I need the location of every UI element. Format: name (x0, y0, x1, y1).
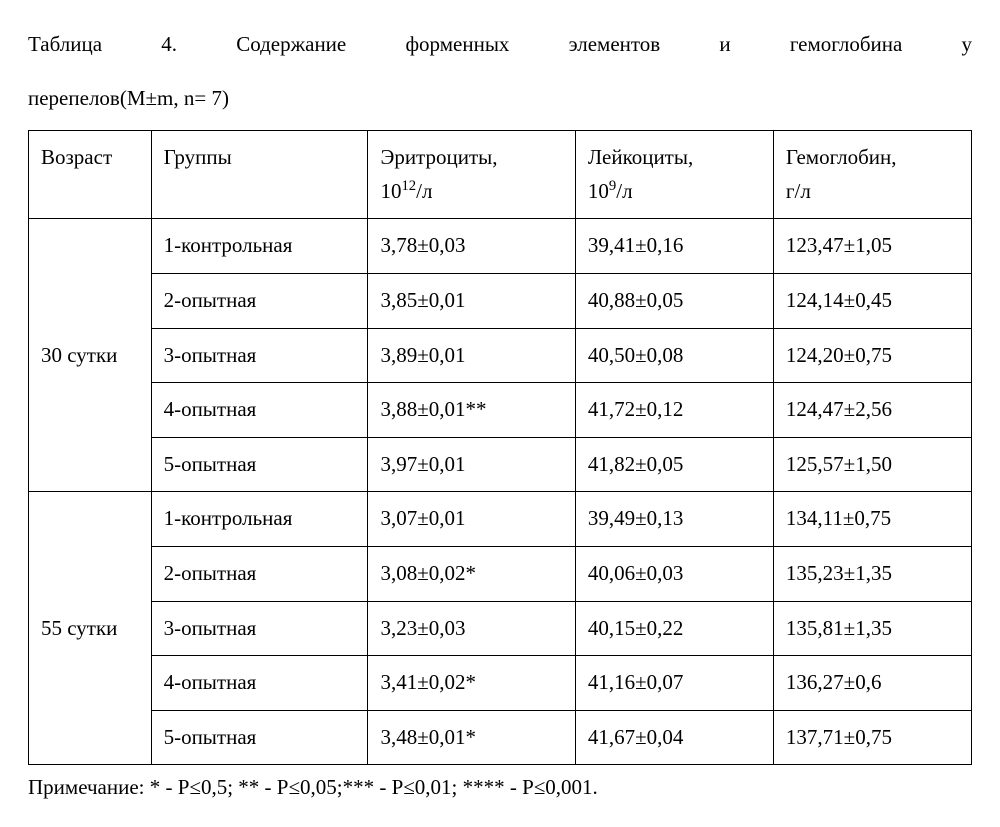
hem-cell: 124,14±0,45 (773, 273, 971, 328)
table-header-row: Возраст Группы Эритроциты, 1012/л Лейкоц… (29, 131, 972, 219)
col-hem-label: Гемоглобин, (786, 145, 897, 169)
group-cell: 5-опытная (151, 437, 368, 492)
ery-cell: 3,78±0,03 (368, 219, 575, 274)
table-footnote: Примечание: * - Р≤0,5; ** - Р≤0,05;*** -… (28, 771, 972, 805)
col-leu-unit-pre: 10 (588, 179, 609, 203)
table-row: 2-опытная 3,85±0,01 40,88±0,05 124,14±0,… (29, 273, 972, 328)
leu-cell: 41,67±0,04 (575, 710, 773, 765)
table-caption-line1: Таблица 4. Содержание форменных элементо… (28, 22, 972, 66)
ery-cell: 3,97±0,01 (368, 437, 575, 492)
ery-cell: 3,85±0,01 (368, 273, 575, 328)
ery-cell: 3,23±0,03 (368, 601, 575, 656)
leu-cell: 40,15±0,22 (575, 601, 773, 656)
hem-cell: 135,81±1,35 (773, 601, 971, 656)
group-cell: 3-опытная (151, 328, 368, 383)
table-row: 3-опытная 3,23±0,03 40,15±0,22 135,81±1,… (29, 601, 972, 656)
hem-cell: 123,47±1,05 (773, 219, 971, 274)
section-55: 55 сутки 1-контрольная 3,07±0,01 39,49±0… (29, 492, 972, 765)
group-cell: 4-опытная (151, 383, 368, 438)
table-row: 3-опытная 3,89±0,01 40,50±0,08 124,20±0,… (29, 328, 972, 383)
leu-cell: 39,49±0,13 (575, 492, 773, 547)
group-cell: 1-контрольная (151, 492, 368, 547)
hem-cell: 124,47±2,56 (773, 383, 971, 438)
data-table: Возраст Группы Эритроциты, 1012/л Лейкоц… (28, 130, 972, 765)
ery-cell: 3,08±0,02* (368, 546, 575, 601)
table-row: 4-опытная 3,41±0,02* 41,16±0,07 136,27±0… (29, 656, 972, 711)
col-leukocytes: Лейкоциты, 109/л (575, 131, 773, 219)
ery-cell: 3,48±0,01* (368, 710, 575, 765)
col-hem-unit: г/л (786, 179, 811, 203)
group-cell: 3-опытная (151, 601, 368, 656)
group-cell: 4-опытная (151, 656, 368, 711)
col-ery-label: Эритроциты, (380, 145, 497, 169)
table-row: 5-опытная 3,48±0,01* 41,67±0,04 137,71±0… (29, 710, 972, 765)
group-cell: 5-опытная (151, 710, 368, 765)
table-row: 4-опытная 3,88±0,01** 41,72±0,12 124,47±… (29, 383, 972, 438)
col-leu-label: Лейкоциты, (588, 145, 693, 169)
col-ery-unit-pre: 10 (380, 179, 401, 203)
table-row: 30 сутки 1-контрольная 3,78±0,03 39,41±0… (29, 219, 972, 274)
col-hemoglobin: Гемоглобин, г/л (773, 131, 971, 219)
col-ery-unit-sup: 12 (401, 178, 416, 194)
hem-cell: 137,71±0,75 (773, 710, 971, 765)
age-cell: 30 сутки (29, 219, 152, 492)
group-cell: 2-опытная (151, 546, 368, 601)
col-age: Возраст (29, 131, 152, 219)
ery-cell: 3,89±0,01 (368, 328, 575, 383)
leu-cell: 40,06±0,03 (575, 546, 773, 601)
leu-cell: 41,72±0,12 (575, 383, 773, 438)
table-caption-line2: перепелов(M±m, n= 7) (28, 76, 972, 120)
group-cell: 2-опытная (151, 273, 368, 328)
col-ery-unit-post: /л (416, 179, 432, 203)
col-erythrocytes: Эритроциты, 1012/л (368, 131, 575, 219)
ery-cell: 3,88±0,01** (368, 383, 575, 438)
leu-cell: 41,82±0,05 (575, 437, 773, 492)
leu-cell: 39,41±0,16 (575, 219, 773, 274)
col-leu-unit-post: /л (616, 179, 632, 203)
col-group: Группы (151, 131, 368, 219)
hem-cell: 124,20±0,75 (773, 328, 971, 383)
leu-cell: 40,88±0,05 (575, 273, 773, 328)
hem-cell: 136,27±0,6 (773, 656, 971, 711)
hem-cell: 125,57±1,50 (773, 437, 971, 492)
table-row: 55 сутки 1-контрольная 3,07±0,01 39,49±0… (29, 492, 972, 547)
section-30: 30 сутки 1-контрольная 3,78±0,03 39,41±0… (29, 219, 972, 492)
ery-cell: 3,41±0,02* (368, 656, 575, 711)
table-row: 2-опытная 3,08±0,02* 40,06±0,03 135,23±1… (29, 546, 972, 601)
leu-cell: 41,16±0,07 (575, 656, 773, 711)
hem-cell: 135,23±1,35 (773, 546, 971, 601)
group-cell: 1-контрольная (151, 219, 368, 274)
ery-cell: 3,07±0,01 (368, 492, 575, 547)
leu-cell: 40,50±0,08 (575, 328, 773, 383)
age-cell: 55 сутки (29, 492, 152, 765)
hem-cell: 134,11±0,75 (773, 492, 971, 547)
table-row: 5-опытная 3,97±0,01 41,82±0,05 125,57±1,… (29, 437, 972, 492)
